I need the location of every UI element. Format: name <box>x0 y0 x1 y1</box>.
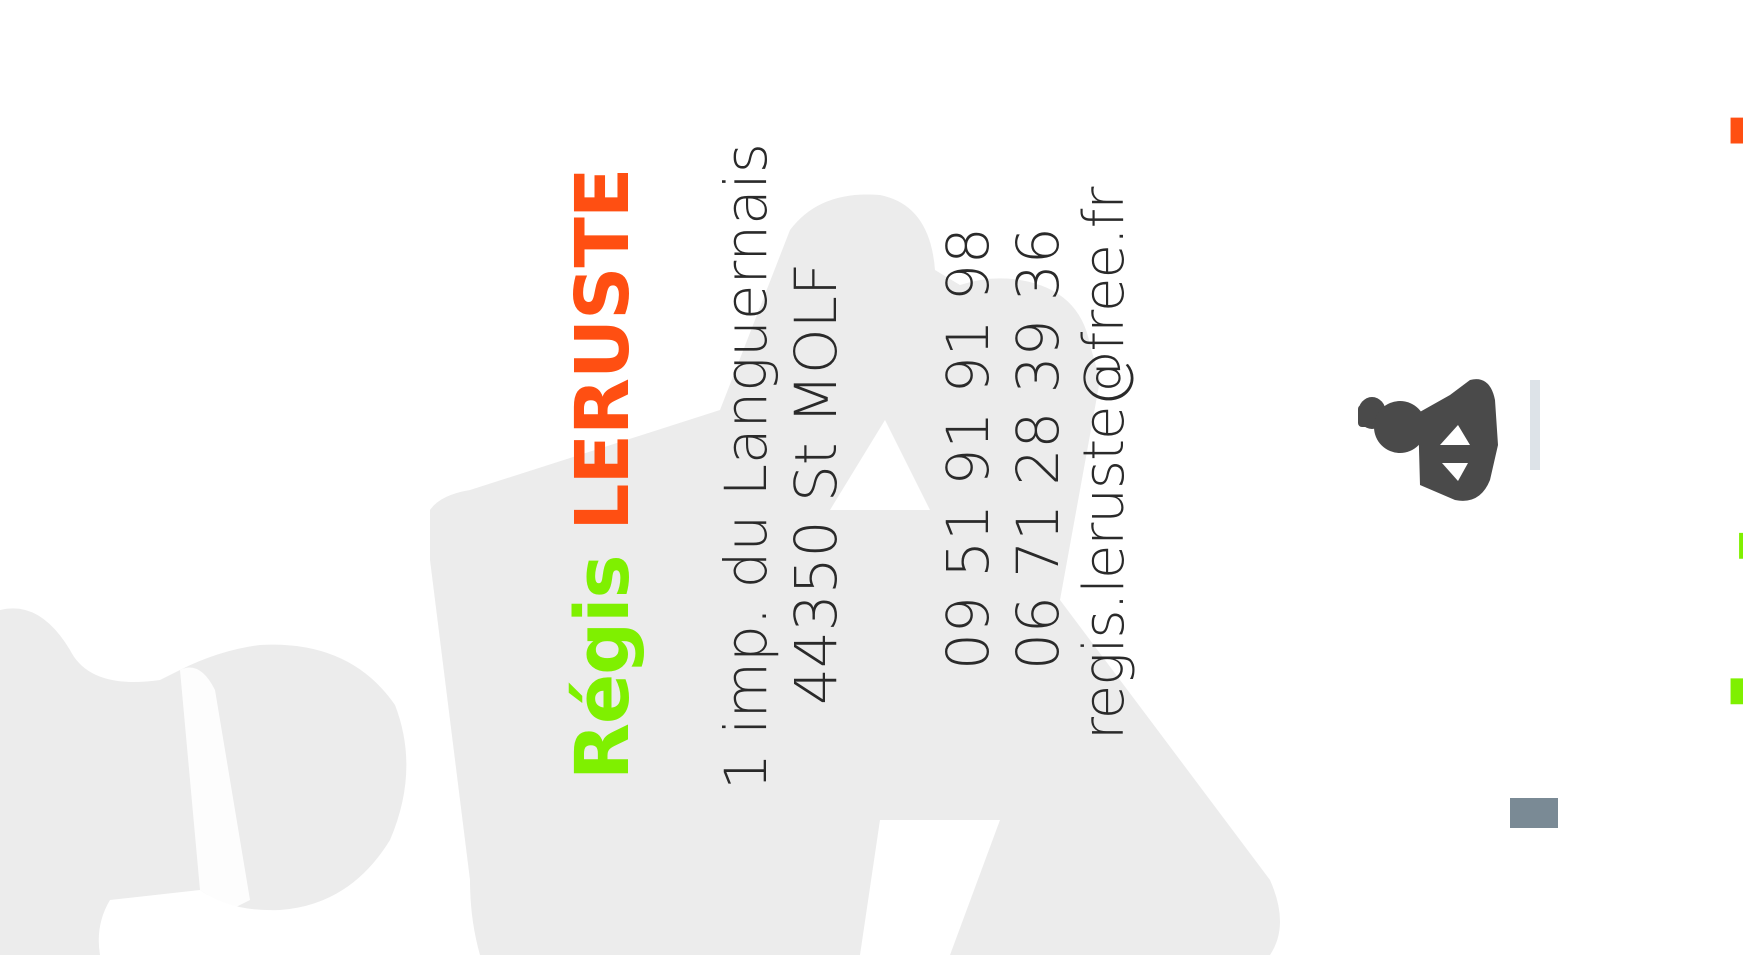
address-line-1: 1 imp. du Languernais <box>712 143 780 790</box>
contact-block: Régis LERUSTE 1 imp. du Languernais 4435… <box>560 30 1180 790</box>
chef-icon <box>1358 379 1498 501</box>
logo-i-dot <box>1510 798 1558 828</box>
address-line-2: 44350 St MOLF <box>782 262 850 705</box>
phone-1: 09 51 91 91 98 <box>934 227 1002 670</box>
logo-word-cook: cook <box>1706 61 1743 435</box>
logo-separator <box>1530 380 1540 470</box>
person-name: Régis LERUSTE <box>560 169 646 780</box>
email: regis.leruste@free.fr <box>1072 187 1137 740</box>
quietcook-logo: quiet cook <box>1706 20 1743 920</box>
first-name: Régis <box>560 555 646 780</box>
phone-2: 06 71 28 39 36 <box>1004 227 1072 670</box>
logo-word-quiet: quiet <box>1706 506 1743 920</box>
last-name: LERUSTE <box>560 168 646 531</box>
